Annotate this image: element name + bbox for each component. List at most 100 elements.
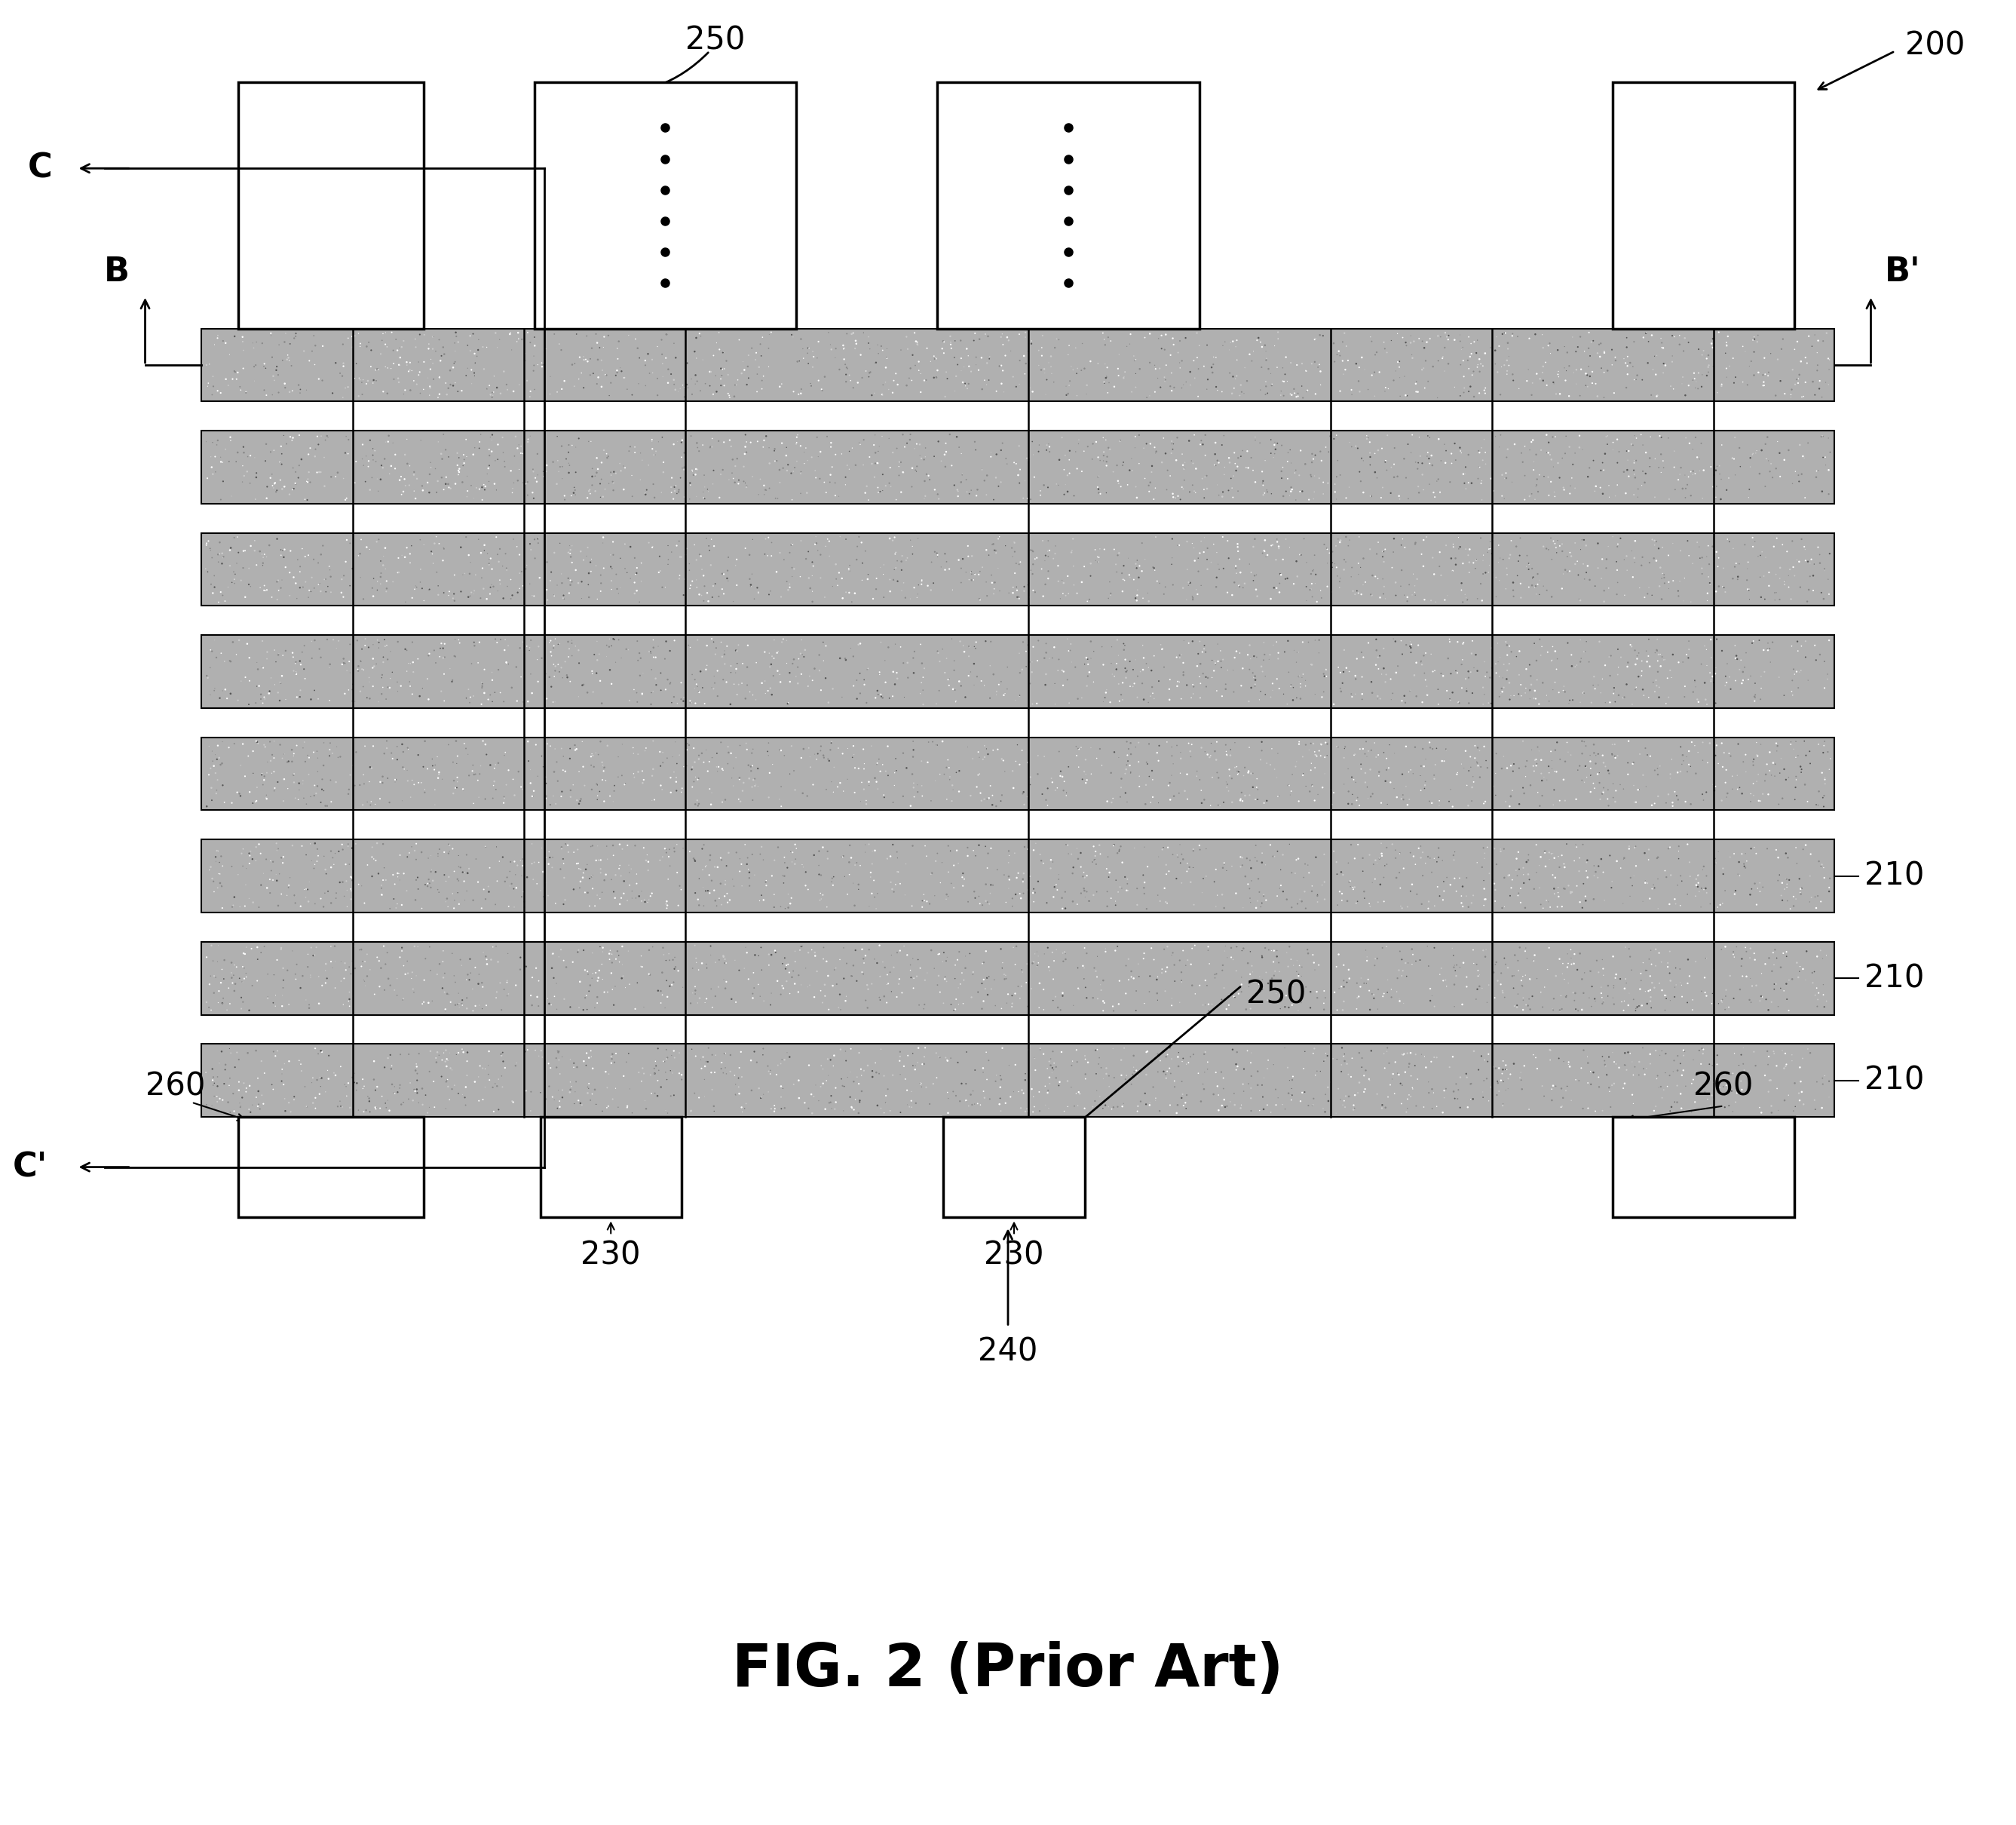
Point bbox=[304, 540, 337, 569]
Point bbox=[413, 354, 446, 383]
Point bbox=[689, 1048, 722, 1077]
Point bbox=[897, 735, 929, 765]
Point bbox=[639, 785, 671, 814]
Point bbox=[1683, 456, 1716, 485]
Point bbox=[1250, 787, 1282, 816]
Point bbox=[919, 474, 952, 504]
Point bbox=[1266, 464, 1298, 493]
Point bbox=[210, 1055, 242, 1084]
Point bbox=[1605, 987, 1637, 1017]
Point bbox=[591, 1073, 623, 1102]
Point bbox=[308, 728, 341, 757]
Point bbox=[1226, 777, 1258, 807]
Point bbox=[1464, 345, 1496, 374]
Point bbox=[1258, 965, 1290, 995]
Point bbox=[700, 633, 732, 662]
Point bbox=[1445, 650, 1478, 679]
Point bbox=[335, 876, 367, 905]
Point bbox=[1010, 318, 1042, 347]
Point bbox=[849, 830, 881, 860]
Point bbox=[841, 967, 873, 996]
Point bbox=[1331, 484, 1363, 513]
Point bbox=[1762, 1095, 1794, 1124]
Point bbox=[726, 1037, 758, 1066]
Point bbox=[974, 628, 1006, 657]
Point bbox=[1236, 759, 1268, 788]
Point bbox=[1629, 867, 1661, 896]
Point bbox=[663, 1038, 696, 1068]
Point bbox=[516, 991, 548, 1020]
Point bbox=[1272, 993, 1304, 1022]
Point bbox=[1712, 363, 1744, 392]
Point bbox=[1054, 1073, 1087, 1102]
Point bbox=[1718, 443, 1750, 473]
Point bbox=[821, 334, 853, 363]
Point bbox=[1337, 765, 1369, 794]
Point bbox=[234, 666, 266, 695]
Point bbox=[1429, 735, 1462, 765]
Point bbox=[200, 458, 232, 487]
Point bbox=[1371, 1082, 1403, 1111]
Point bbox=[1198, 657, 1230, 686]
Point bbox=[1246, 652, 1278, 681]
Point bbox=[534, 637, 566, 666]
Point bbox=[1006, 655, 1038, 684]
Point bbox=[381, 628, 413, 657]
Point bbox=[694, 370, 726, 400]
Point bbox=[421, 841, 454, 871]
Point bbox=[345, 365, 377, 394]
Point bbox=[1645, 323, 1677, 352]
Point bbox=[837, 743, 869, 772]
Point bbox=[458, 681, 490, 710]
Point bbox=[484, 380, 516, 409]
Point bbox=[1798, 956, 1831, 986]
Point bbox=[873, 633, 905, 662]
Point bbox=[748, 885, 780, 914]
Point bbox=[1248, 537, 1280, 566]
Point bbox=[421, 580, 454, 610]
Point bbox=[1514, 865, 1546, 894]
Point bbox=[1679, 871, 1712, 900]
Point bbox=[970, 1038, 1002, 1068]
Point bbox=[1286, 887, 1318, 916]
Point bbox=[1226, 976, 1258, 1006]
Point bbox=[1460, 339, 1492, 369]
Point bbox=[1710, 756, 1742, 785]
Point bbox=[1671, 526, 1704, 555]
Point bbox=[1544, 380, 1577, 409]
Point bbox=[1724, 1051, 1756, 1080]
Point bbox=[1695, 1080, 1728, 1110]
Point bbox=[786, 931, 818, 960]
Point bbox=[621, 334, 653, 363]
Point bbox=[1536, 860, 1568, 889]
Point bbox=[385, 672, 417, 701]
Point bbox=[810, 422, 843, 451]
Point bbox=[198, 1069, 230, 1099]
Point bbox=[831, 579, 863, 608]
Point bbox=[1669, 1037, 1702, 1066]
Point bbox=[208, 1069, 240, 1099]
Point bbox=[784, 458, 816, 487]
Point bbox=[1589, 752, 1621, 781]
Point bbox=[974, 878, 1006, 907]
Point bbox=[919, 881, 952, 911]
Point bbox=[794, 370, 827, 400]
Point bbox=[1153, 664, 1185, 694]
Point bbox=[796, 588, 829, 617]
Point bbox=[268, 1049, 300, 1079]
Point bbox=[264, 668, 296, 697]
Point bbox=[427, 659, 460, 688]
Point bbox=[869, 367, 901, 396]
Point bbox=[1385, 894, 1417, 923]
Point bbox=[427, 420, 460, 449]
Point bbox=[1768, 568, 1800, 597]
Point bbox=[488, 438, 520, 467]
Point bbox=[1512, 845, 1544, 874]
Point bbox=[200, 776, 232, 805]
Point bbox=[1236, 347, 1268, 376]
Point bbox=[744, 840, 776, 869]
Point bbox=[375, 1040, 407, 1069]
Point bbox=[1579, 730, 1611, 759]
Point bbox=[1597, 739, 1629, 768]
Point bbox=[351, 533, 383, 562]
